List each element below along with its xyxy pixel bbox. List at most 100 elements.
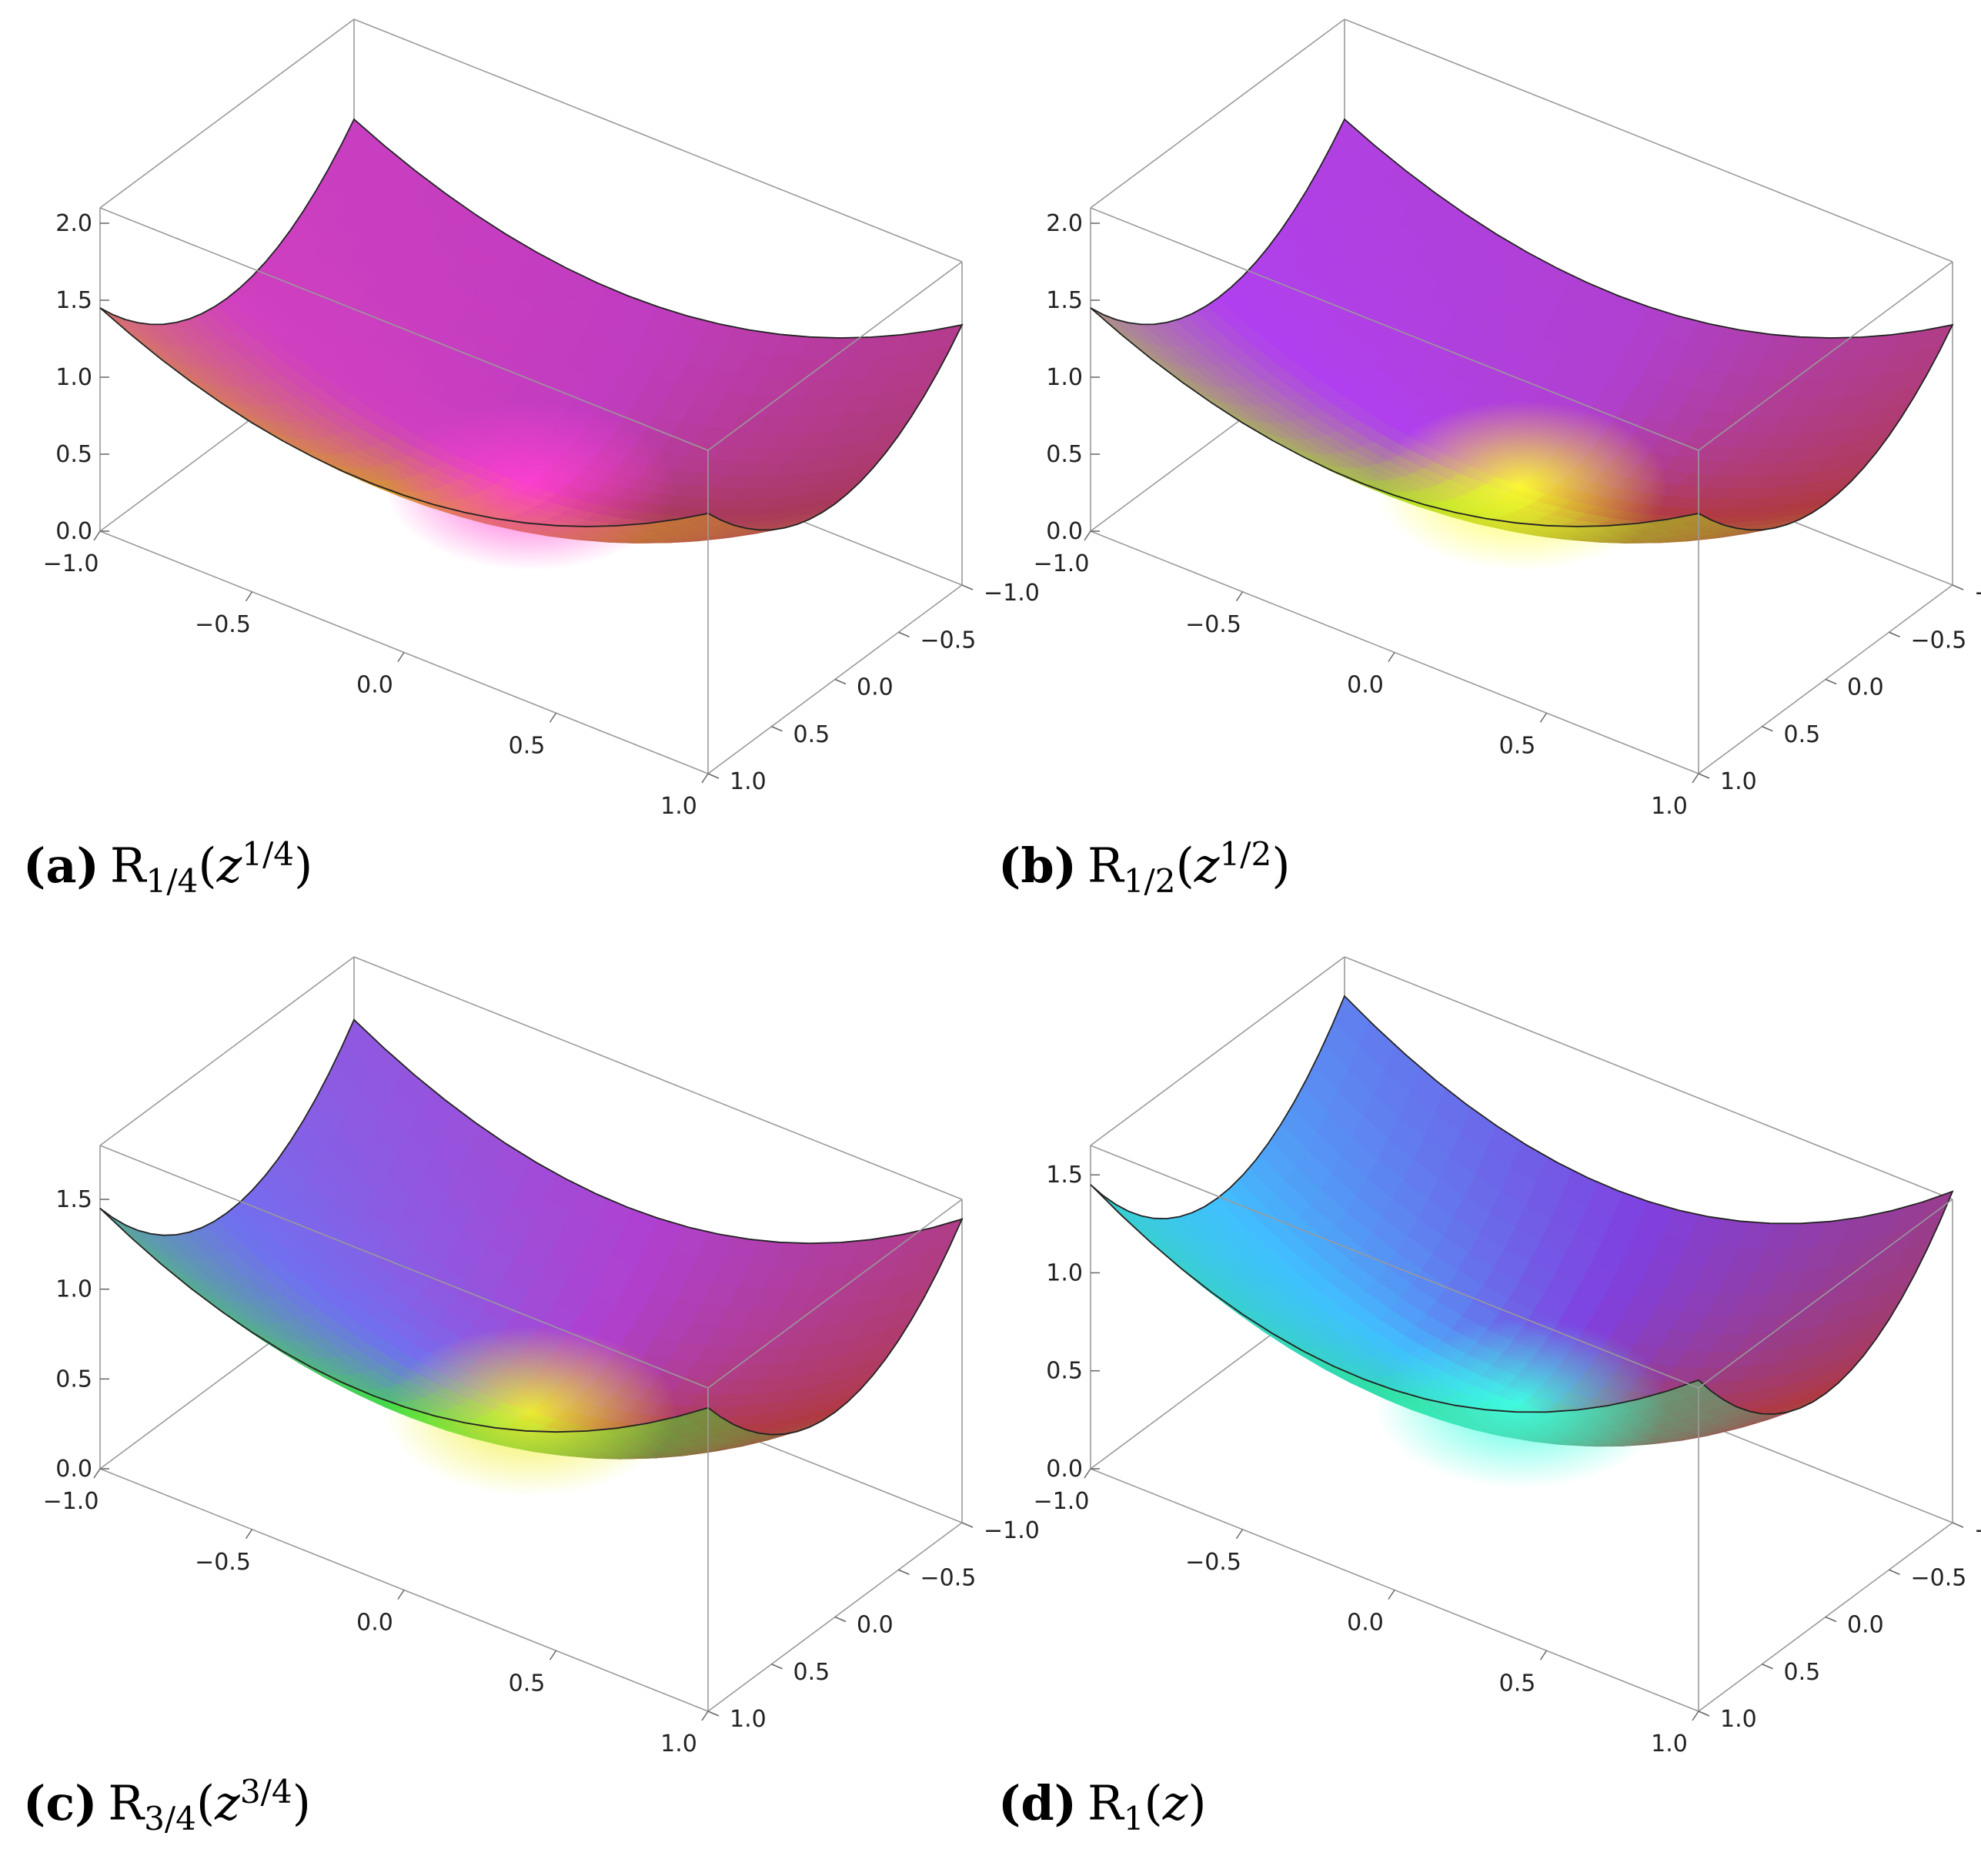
y-tick — [1698, 773, 1710, 779]
caption-variable: z — [1162, 1774, 1188, 1831]
box-edge — [99, 956, 355, 1146]
x-tick — [1235, 591, 1244, 602]
z-tick-label: 0.5 — [55, 1366, 92, 1393]
y-tick-label: 1.0 — [1720, 1706, 1757, 1733]
caption-superscript: 1/4 — [242, 835, 295, 873]
y-tick-label: 1.0 — [1720, 768, 1757, 795]
surface-plot-b: −1.0 −0.5 0.0 0.5 1.0 −1.0 −0.5 0.0 0.5 1.0 0.0 0.5… — [1034, 18, 1981, 820]
y-tick — [961, 1522, 974, 1528]
caption-function: R — [109, 837, 146, 894]
y-tick-label: 0.0 — [1847, 1612, 1884, 1639]
y-tick-label: 0.5 — [1784, 721, 1821, 748]
x-tick — [245, 591, 253, 602]
box-edge — [1698, 261, 1953, 451]
box-edge — [1090, 18, 1345, 209]
y-tick-label: −1.0 — [1974, 580, 1981, 607]
x-tick — [397, 1590, 405, 1600]
caption-superscript: 3/4 — [239, 1773, 292, 1811]
caption-d: (d) R1(z) — [998, 1774, 1207, 1838]
y-tick — [1825, 678, 1837, 685]
surface — [1090, 995, 1953, 1447]
box-edge — [353, 18, 963, 263]
plot-panel-d: −1.0 −0.5 0.0 0.5 1.0 −1.0 −0.5 0.0 0.5 1.0 0.0 0.5… — [990, 938, 1981, 1875]
y-tick — [1889, 1569, 1900, 1575]
caption-variable: z — [216, 837, 242, 894]
x-tick-label: 1.0 — [660, 1731, 697, 1757]
surface-plot-c: −1.0 −0.5 0.0 0.5 1.0 −1.0 −0.5 0.0 0.5 1.0 0.0 0.5… — [43, 956, 1040, 1757]
x-tick-label: 0.5 — [1499, 1670, 1536, 1697]
surface-outline — [99, 118, 964, 531]
x-tick-label: −1.0 — [43, 550, 99, 577]
axis-ticks: −1.0 −0.5 0.0 0.5 1.0 −1.0 −0.5 0.0 0.5 1.0 0.0 0.5… — [43, 1186, 1040, 1757]
surface-outline — [1090, 995, 1954, 1415]
z-tick-label: 1.0 — [55, 1276, 92, 1303]
y-tick-label: −1.0 — [984, 1517, 1040, 1544]
z-tick-label: 1.5 — [1046, 1162, 1083, 1189]
y-tick-label: 1.0 — [730, 1706, 767, 1733]
plot-panel-b: −1.0 −0.5 0.0 0.5 1.0 −1.0 −0.5 0.0 0.5 1.0 0.0 0.5… — [990, 0, 1981, 938]
x-tick-label: −0.5 — [195, 611, 251, 638]
box-edge — [1344, 18, 1953, 263]
y-tick-label: −0.5 — [1911, 1564, 1967, 1591]
caption-tag: (a) — [23, 837, 99, 894]
x-tick — [93, 1468, 101, 1479]
x-tick — [701, 1710, 709, 1721]
x-tick — [549, 1650, 557, 1660]
x-tick-label: −1.0 — [1034, 1488, 1090, 1515]
x-tick-label: −0.5 — [1185, 1549, 1241, 1576]
x-tick — [1539, 1650, 1548, 1660]
y-tick — [1952, 1522, 1964, 1528]
z-tick-label: 1.0 — [1046, 1259, 1083, 1286]
y-tick — [898, 631, 910, 637]
y-tick — [834, 1616, 847, 1623]
z-tick-label: 0.0 — [55, 1456, 92, 1483]
y-tick-label: 0.5 — [793, 721, 830, 748]
caption-function: R — [108, 1774, 145, 1831]
plot-box-front — [1090, 207, 1953, 774]
z-tick-label: 0.0 — [1046, 1456, 1083, 1483]
y-tick — [834, 678, 847, 685]
x-tick — [1539, 712, 1548, 723]
y-tick-label: 0.0 — [1847, 674, 1884, 701]
box-edge — [353, 956, 963, 1200]
y-tick-label: 1.0 — [730, 768, 767, 795]
caption-tag: (d) — [998, 1774, 1077, 1831]
caption-b: (b) R1/2(z1/2) — [998, 835, 1291, 901]
surface-glow — [385, 401, 677, 570]
y-tick — [771, 1664, 783, 1670]
caption-superscript: 1/2 — [1219, 835, 1272, 873]
box-edge — [99, 207, 709, 451]
caption-subscript: 1/2 — [1123, 862, 1176, 901]
y-tick — [1762, 726, 1773, 732]
x-tick — [1084, 1468, 1091, 1479]
y-tick-label: 0.0 — [857, 674, 894, 701]
x-tick — [1692, 1710, 1699, 1721]
caption-a: (a) R1/4(z1/4) — [23, 835, 313, 901]
x-tick — [1388, 652, 1395, 662]
axis-ticks: −1.0 −0.5 0.0 0.5 1.0 −1.0 −0.5 0.0 0.5 1.0 0.0 0.5… — [1034, 210, 1981, 820]
z-tick-label: 0.5 — [55, 441, 92, 468]
y-tick-label: 0.5 — [1784, 1659, 1821, 1686]
y-tick-label: −0.5 — [920, 1564, 977, 1591]
y-tick — [961, 584, 974, 590]
x-tick-label: −0.5 — [1185, 611, 1241, 638]
x-tick-label: 0.0 — [1347, 672, 1384, 699]
x-tick — [549, 712, 557, 723]
z-tick-label: 2.0 — [1046, 210, 1083, 237]
x-tick-label: 1.0 — [1651, 793, 1688, 820]
box-edge — [707, 1199, 963, 1389]
z-tick-label: 1.5 — [55, 1186, 92, 1213]
plot-panel-c: −1.0 −0.5 0.0 0.5 1.0 −1.0 −0.5 0.0 0.5 1.0 0.0 0.5… — [0, 938, 1040, 1875]
box-edge — [99, 18, 355, 209]
y-tick — [1762, 1664, 1773, 1670]
z-tick-label: 1.0 — [1046, 364, 1083, 391]
x-tick — [93, 530, 101, 541]
x-tick-label: 0.0 — [1347, 1610, 1384, 1637]
caption-subscript: 1/4 — [145, 862, 199, 901]
box-edge — [1090, 1145, 1699, 1389]
x-tick — [1388, 1590, 1395, 1600]
z-tick-label: 0.0 — [1046, 518, 1083, 545]
y-tick — [771, 726, 783, 732]
caption-subscript: 3/4 — [144, 1800, 196, 1838]
z-tick-label: 0.5 — [1046, 1358, 1083, 1385]
